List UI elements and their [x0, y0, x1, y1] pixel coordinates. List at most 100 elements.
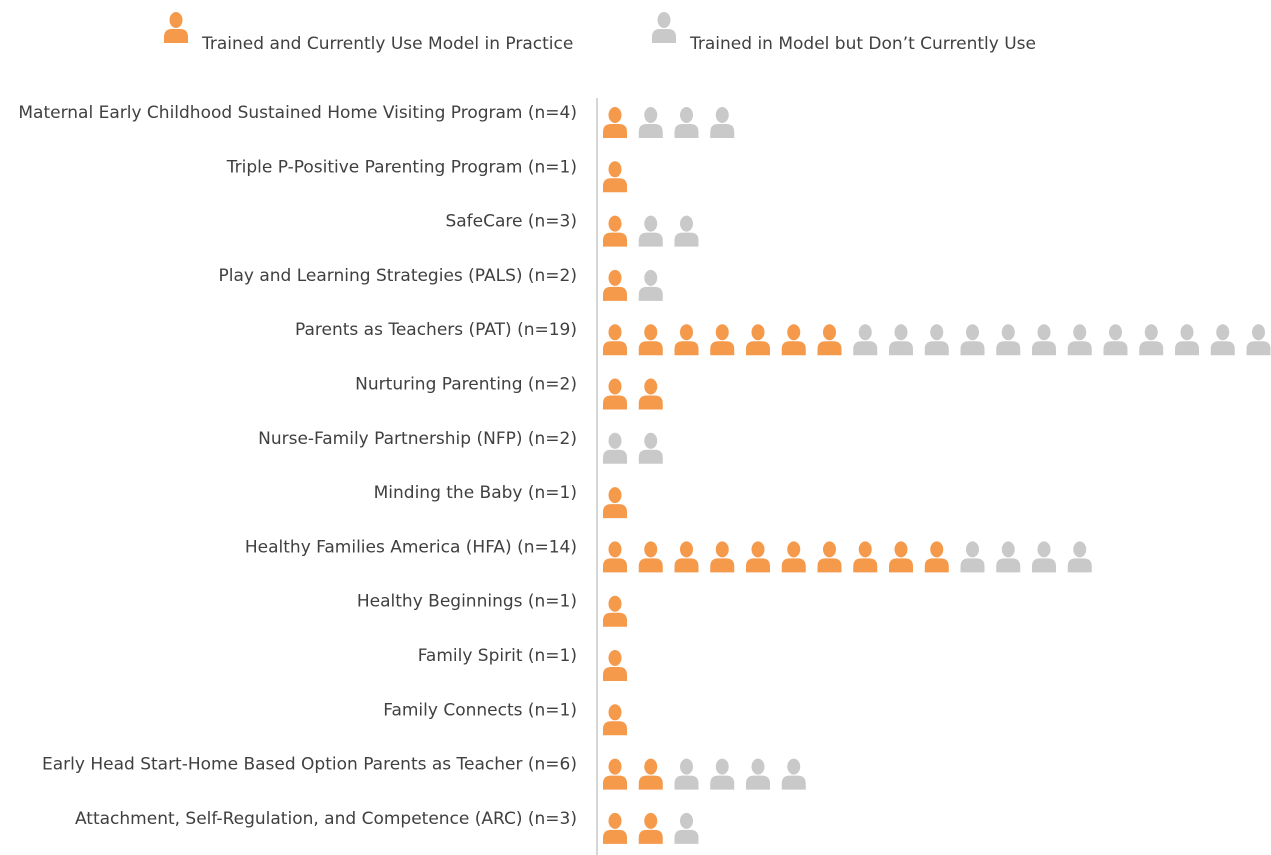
- person-body: [603, 449, 627, 464]
- category-label: Triple P-Positive Parenting Program (n=1…: [226, 157, 577, 177]
- person-body: [1032, 341, 1056, 356]
- legend-item: Trained in Model but Don’t Currently Use: [652, 12, 1036, 54]
- person-head: [608, 595, 622, 612]
- person-head: [608, 269, 622, 286]
- person-head: [608, 432, 622, 449]
- icon-group: [603, 107, 627, 138]
- person-head: [644, 215, 658, 232]
- icon-group: [603, 595, 627, 627]
- person-head: [823, 324, 836, 341]
- person-body: [603, 775, 627, 790]
- icon-group: [960, 541, 1092, 573]
- icon-group: [603, 432, 663, 464]
- person-body: [781, 341, 806, 356]
- person-head: [1144, 324, 1158, 341]
- person-body: [603, 124, 627, 138]
- person-body: [746, 558, 770, 573]
- person-body: [638, 286, 663, 301]
- person-body: [603, 232, 627, 247]
- person-head: [657, 12, 671, 28]
- category-label: Maternal Early Childhood Sustained Home …: [18, 103, 577, 123]
- category-label: Minding the Baby (n=1): [374, 483, 577, 503]
- person-head: [1252, 324, 1265, 341]
- person-head: [858, 541, 872, 558]
- icon-group: [638, 107, 735, 138]
- person-body: [638, 449, 663, 464]
- person-head: [680, 107, 693, 123]
- person-head: [1073, 541, 1087, 558]
- person-body: [853, 558, 878, 573]
- person-body: [1175, 341, 1199, 356]
- icon-group: [603, 378, 663, 410]
- person-body: [781, 775, 806, 790]
- person-body: [1067, 341, 1092, 356]
- person-head: [680, 324, 693, 341]
- person-body: [674, 558, 699, 573]
- person-head: [608, 324, 622, 341]
- icon-group: [603, 650, 627, 681]
- person-body: [638, 395, 663, 410]
- person-body: [603, 395, 627, 410]
- icon-group: [603, 812, 663, 844]
- category-label: Family Spirit (n=1): [418, 646, 577, 666]
- person-body: [889, 341, 913, 356]
- person-body: [638, 829, 663, 844]
- person-head: [1180, 324, 1194, 341]
- person-head: [608, 541, 622, 558]
- person-body: [710, 558, 735, 573]
- person-head: [751, 541, 765, 558]
- icon-group: [603, 758, 663, 790]
- person-head: [1001, 541, 1015, 558]
- icon-group: [638, 215, 699, 247]
- person-body: [996, 558, 1021, 573]
- person-body: [710, 341, 735, 356]
- icon-group: [603, 541, 949, 573]
- person-body: [746, 341, 770, 356]
- person-head: [930, 324, 944, 341]
- legend-label: Trained and Currently Use Model in Pract…: [201, 34, 573, 54]
- person-body: [638, 232, 663, 247]
- person-body: [924, 558, 949, 573]
- person-head: [787, 541, 801, 558]
- person-body: [603, 829, 627, 844]
- person-body: [996, 341, 1021, 356]
- person-body: [746, 775, 770, 790]
- person-head: [608, 758, 622, 775]
- legend-label: Trained in Model but Don’t Currently Use: [689, 34, 1036, 54]
- person-head: [930, 541, 944, 558]
- person-head: [680, 812, 693, 829]
- icon-group: [603, 161, 627, 193]
- category-label: SafeCare (n=3): [445, 212, 577, 232]
- person-body: [603, 341, 627, 356]
- person-head: [169, 12, 183, 28]
- person-head: [1216, 324, 1230, 341]
- category-label: Parents as Teachers (PAT) (n=19): [295, 320, 577, 340]
- person-head: [644, 378, 658, 395]
- person-body: [960, 341, 985, 356]
- category-label: Early Head Start-Home Based Option Paren…: [42, 755, 577, 775]
- category-label: Play and Learning Strategies (PALS) (n=2…: [219, 266, 578, 286]
- icon-group: [638, 269, 663, 301]
- person-head: [787, 324, 801, 341]
- person-head: [608, 107, 622, 123]
- person-head: [680, 758, 693, 775]
- person-body: [674, 829, 699, 844]
- person-body: [1067, 558, 1092, 573]
- person-body: [1246, 341, 1271, 356]
- person-head: [644, 812, 658, 829]
- person-body: [638, 775, 663, 790]
- icon-group: [853, 324, 1271, 356]
- person-body: [603, 558, 627, 573]
- person-body: [781, 558, 806, 573]
- person-body: [603, 504, 627, 519]
- person-head: [715, 324, 729, 341]
- person-head: [966, 541, 979, 558]
- person-head: [680, 541, 693, 558]
- category-label: Attachment, Self-Regulation, and Compete…: [75, 809, 577, 829]
- person-body: [638, 341, 663, 356]
- person-body: [603, 721, 627, 736]
- person-head: [608, 650, 622, 666]
- person-head: [787, 758, 801, 775]
- person-head: [751, 758, 765, 775]
- person-head: [715, 107, 729, 123]
